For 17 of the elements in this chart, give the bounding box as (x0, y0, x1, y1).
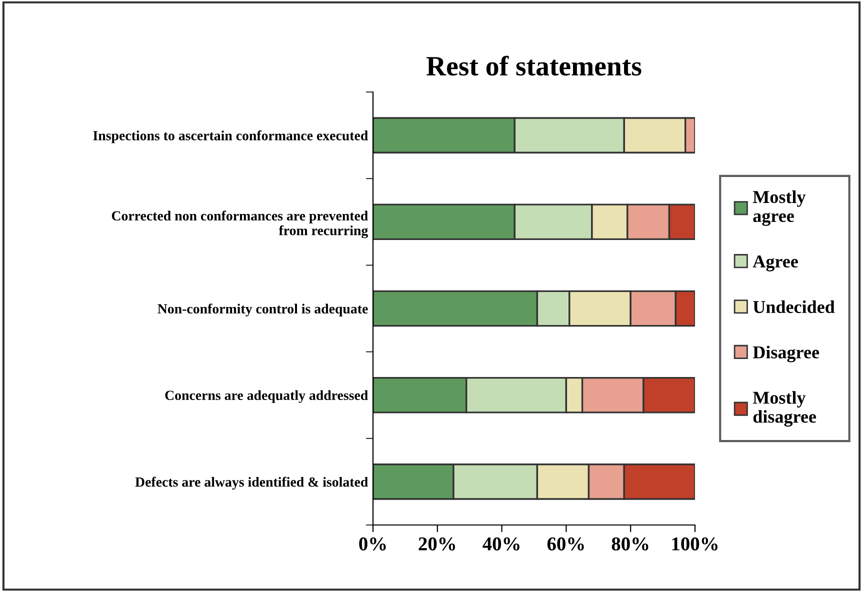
x-tick-label: 60% (547, 537, 584, 551)
y-tick-label: Concerns are adequatly addressed (165, 390, 368, 403)
x-tick-label: 100% (672, 537, 718, 551)
x-tick-label: 80% (612, 537, 648, 551)
x-tick-label: 0% (359, 537, 386, 551)
y-tick-label: Non-conformity control is adequate (158, 304, 368, 316)
legend-label: Agree (752, 255, 798, 272)
chart-title: Rest of statements (426, 56, 642, 76)
legend-label: Mostly disagree (752, 391, 816, 427)
legend-label: Undecided (753, 300, 835, 314)
x-tick-label: 20% (418, 537, 456, 551)
x-tick-label: 40% (482, 537, 520, 551)
legend-label: Disagree (752, 346, 820, 362)
y-tick-label: Inspections to ascertain conformance executed (93, 130, 368, 144)
y-tick-label: Defects are always identified & isolated (135, 476, 368, 490)
y-tick-label: Corrected non conformances are prevented from recurring (112, 210, 368, 238)
legend-label: Mostly agree (752, 190, 806, 226)
